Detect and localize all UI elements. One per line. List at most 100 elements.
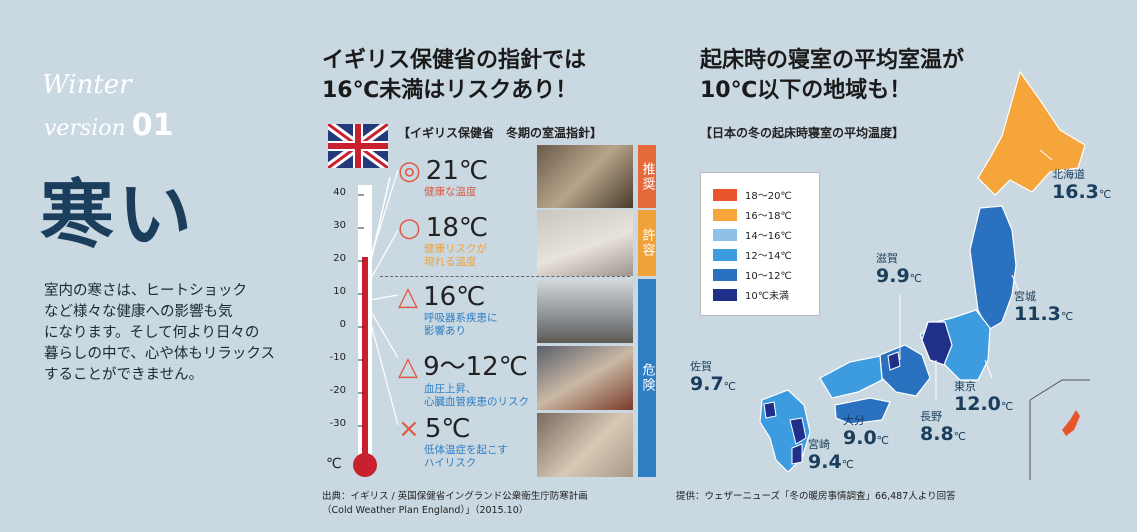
kansai-region xyxy=(879,344,931,397)
okinawa-region xyxy=(1062,410,1080,436)
hokkaido-region xyxy=(977,70,1086,196)
cold-room-photo xyxy=(537,279,633,343)
saga-region xyxy=(763,401,777,419)
legend-swatch xyxy=(713,288,737,301)
pref-unit: ℃ xyxy=(909,272,923,285)
level-desc: 健康リスクが 現れる温度 xyxy=(424,243,487,268)
tick-label: -10 xyxy=(329,352,346,363)
tick-label: 40 xyxy=(333,187,346,198)
winter-label: Winter xyxy=(42,70,132,100)
shikoku-region xyxy=(834,397,891,425)
legend-swatch xyxy=(713,208,737,221)
level-temp: 18℃ xyxy=(425,213,489,243)
pref-name: 東京 xyxy=(954,380,976,393)
version-word: version xyxy=(44,116,126,141)
middle-subheading: 【イギリス保健省 冬期の室温指針】 xyxy=(398,126,603,140)
legend-label: 16～18℃ xyxy=(745,211,792,222)
pref-value: 8.8 xyxy=(920,423,954,445)
pref-value: 9.0 xyxy=(843,427,877,449)
legend-label: 12～14℃ xyxy=(745,251,792,262)
version-number: 01 xyxy=(131,108,174,143)
page-title: 寒い xyxy=(40,172,196,258)
pref-nagano: 長野 8.8℃ xyxy=(920,410,966,448)
unit-label: ℃ xyxy=(326,456,342,472)
pref-value: 11.3 xyxy=(1014,303,1061,325)
woman-blanket-photo xyxy=(537,346,633,410)
map-legend: 18～20℃ 16～18℃ 14～16℃ 12～14℃ 10～12℃ 10℃未満 xyxy=(700,172,820,316)
nagano-region xyxy=(921,321,953,366)
tick-label: 0 xyxy=(339,319,346,330)
shiga-region xyxy=(887,351,901,371)
legend-label: 10℃未満 xyxy=(745,291,789,302)
baby-photo xyxy=(537,210,633,276)
description-text: 室内の寒さは、ヒートショック など様々な健康への影響も気 になります。そして何よ… xyxy=(44,283,275,383)
band-recommended: 推奨 xyxy=(638,145,656,208)
okinawa-inset-frame xyxy=(1029,379,1090,401)
legend-item: 10℃未満 xyxy=(713,287,789,302)
family-photo xyxy=(537,145,633,208)
pref-name: 宮崎 xyxy=(808,438,830,451)
level-temp: 21℃ xyxy=(425,156,489,186)
legend-item: 14～16℃ xyxy=(713,227,792,242)
oita-region xyxy=(789,417,807,445)
legend-swatch xyxy=(713,188,737,201)
pref-unit: ℃ xyxy=(1060,310,1074,323)
level-desc: 呼吸器系疾患に 影響あり xyxy=(424,312,498,337)
thermometer xyxy=(353,176,391,477)
legend-label: 18～20℃ xyxy=(745,191,792,202)
level-desc: 健康な温度 xyxy=(424,186,477,198)
pref-name: 滋賀 xyxy=(876,252,898,265)
pref-unit: ℃ xyxy=(841,458,855,471)
tohoku-region xyxy=(969,205,1017,331)
level-mark: ○ xyxy=(398,213,421,243)
pref-unit: ℃ xyxy=(876,434,890,447)
legend-swatch xyxy=(713,268,737,281)
level-temp: 9～12℃ xyxy=(423,352,528,382)
pref-oita: 大分 9.0℃ xyxy=(843,414,889,452)
legend-item: 10～12℃ xyxy=(713,267,792,282)
uk-flag-icon xyxy=(328,124,388,168)
pref-name: 長野 xyxy=(920,410,942,423)
level-temp: 16℃ xyxy=(423,282,486,312)
pref-unit: ℃ xyxy=(953,430,967,443)
level-row: ○ 18℃ 健康リスクが 現れる温度 xyxy=(398,213,488,269)
right-heading: 起床時の寝室の平均室温が 10℃以下の地域も！ xyxy=(700,48,965,103)
legend-label: 14～16℃ xyxy=(745,231,792,242)
tick-label: 20 xyxy=(333,253,346,264)
pref-unit: ℃ xyxy=(723,380,737,393)
thermometer-sick-photo xyxy=(537,413,633,477)
level-row: △ 9～12℃ 血圧上昇、 心臓血管疾患のリスク xyxy=(398,346,529,409)
pref-tokyo: 東京 12.0℃ xyxy=(954,380,1013,418)
level-row: △ 16℃ 呼吸器系疾患に 影響あり xyxy=(398,282,498,338)
middle-source: 出典：イギリス / 英国保健省イングランド公衆衛生庁防寒計画 （Cold Wea… xyxy=(322,491,588,516)
level-row: ◎ 21℃ 健康な温度 xyxy=(398,156,488,199)
legend-item: 16～18℃ xyxy=(713,207,792,222)
pref-value: 9.4 xyxy=(808,451,842,473)
level-mark: ◎ xyxy=(398,156,421,186)
tick-label: -30 xyxy=(329,418,346,429)
connector-lines xyxy=(370,169,399,426)
miyazaki-region xyxy=(791,443,803,465)
level-mark: △ xyxy=(398,282,418,312)
pref-hokkaido: 北海道 16.3℃ xyxy=(1052,168,1111,206)
version-label: version 01 xyxy=(44,108,173,143)
japan-map xyxy=(759,70,1090,480)
legend-item: 18～20℃ xyxy=(713,187,792,202)
pref-miyagi: 宮城 11.3℃ xyxy=(1014,290,1073,328)
pref-unit: ℃ xyxy=(1000,400,1014,413)
pref-value: 9.7 xyxy=(690,373,724,395)
legend-item: 12～14℃ xyxy=(713,247,792,262)
pref-name: 北海道 xyxy=(1052,168,1085,181)
middle-heading: イギリス保健省の指針では 16℃未満はリスクあり！ xyxy=(322,48,587,103)
level-mark: × xyxy=(398,414,420,444)
level-desc: 血圧上昇、 心臓血管疾患のリスク xyxy=(424,383,529,408)
legend-swatch xyxy=(713,228,737,241)
level-temp: 5℃ xyxy=(424,414,471,444)
pref-value: 9.9 xyxy=(876,265,910,287)
pref-name: 宮城 xyxy=(1014,290,1036,303)
tick-label: -20 xyxy=(329,385,346,396)
legend-label: 10～12℃ xyxy=(745,271,792,282)
pref-saga: 佐賀 9.7℃ xyxy=(690,360,736,398)
right-subheading: 【日本の冬の起床時寝室の平均温度】 xyxy=(700,126,905,140)
pref-value: 16.3 xyxy=(1052,181,1099,203)
